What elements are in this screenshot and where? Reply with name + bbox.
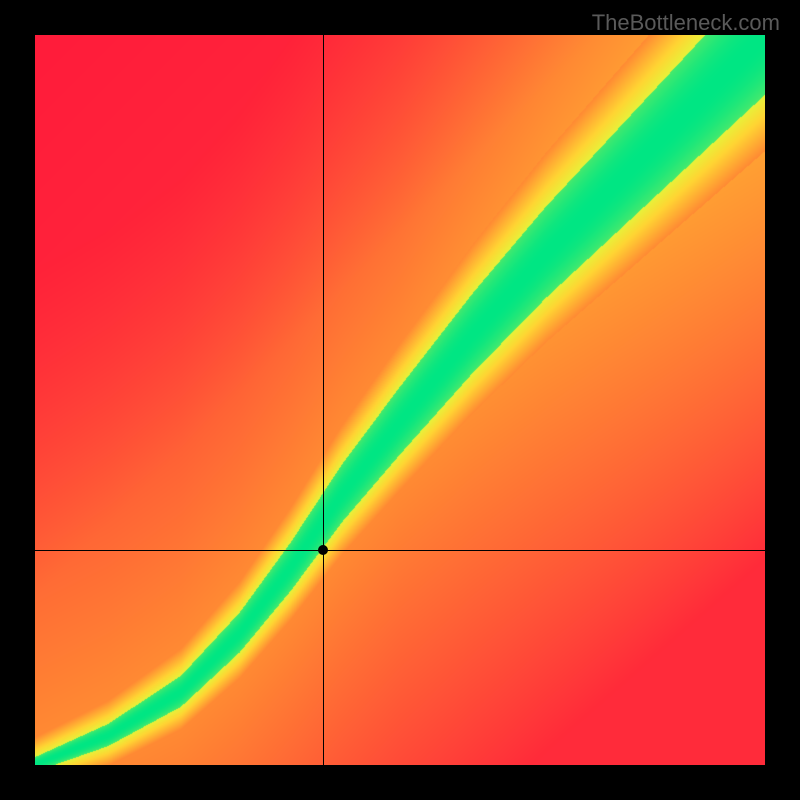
crosshair-horizontal — [35, 550, 765, 551]
crosshair-marker — [318, 545, 328, 555]
chart-container: TheBottleneck.com — [0, 0, 800, 800]
heatmap-canvas — [35, 35, 765, 765]
plot-area — [35, 35, 765, 765]
crosshair-vertical — [323, 35, 324, 765]
watermark-text: TheBottleneck.com — [592, 10, 780, 36]
